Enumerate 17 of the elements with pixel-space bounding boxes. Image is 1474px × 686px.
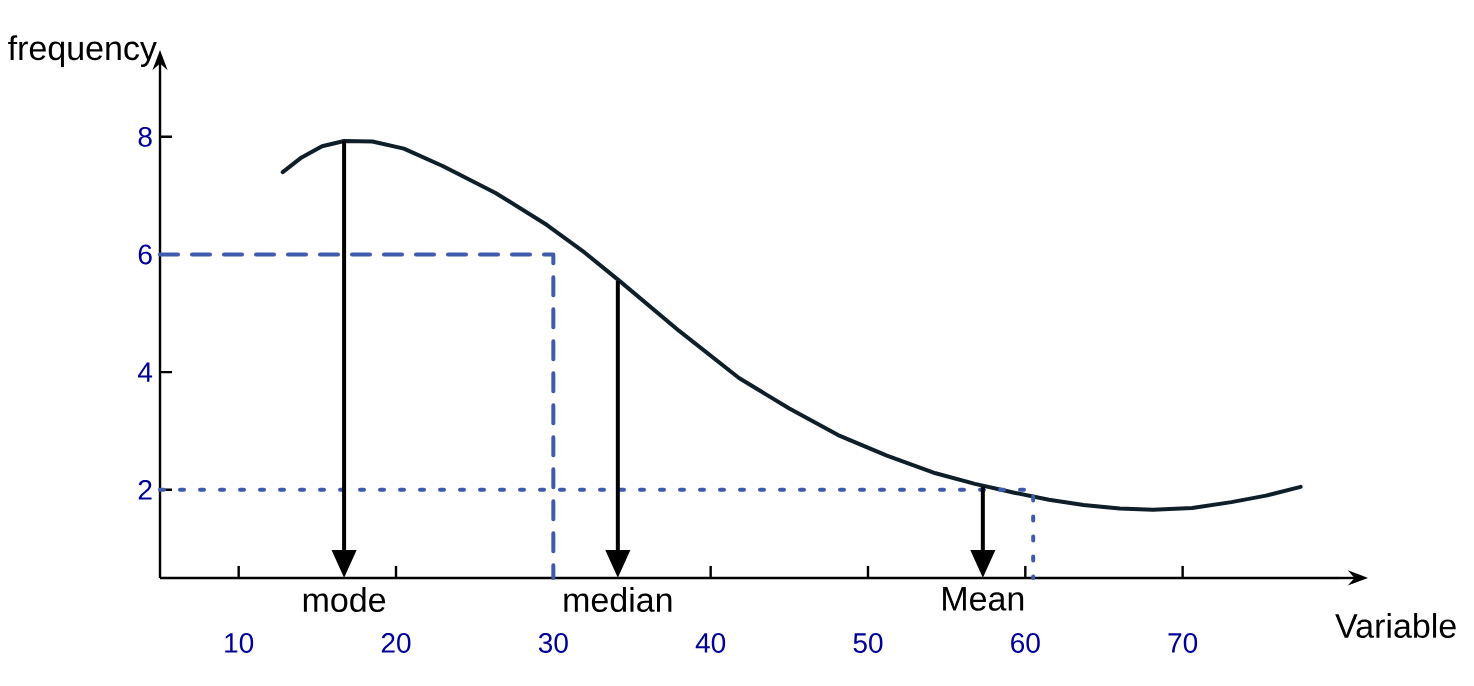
y-tick-label: 8: [138, 126, 152, 147]
x-tick-label: 40: [695, 633, 726, 653]
annotation: mode: [303, 587, 386, 613]
x-tick-label: 10: [225, 633, 254, 653]
x-tick-label: 20: [381, 633, 411, 653]
y-tick-label: 6: [138, 244, 152, 265]
y-tick-label: 4: [138, 362, 153, 382]
y-tick-label: 2: [138, 479, 152, 500]
line-series: [280, 138, 1303, 512]
x-tick-label: 30: [538, 633, 568, 653]
x-tick-label: 60: [1011, 633, 1040, 653]
y-axis-title: frequency: [8, 35, 157, 67]
annotation: median: [564, 587, 672, 613]
annotation: Mean: [943, 587, 1024, 611]
x-tick-label: 70: [1168, 633, 1198, 653]
x-tick-label: 50: [853, 633, 883, 653]
x-axis-title: Variable: [1335, 613, 1456, 639]
